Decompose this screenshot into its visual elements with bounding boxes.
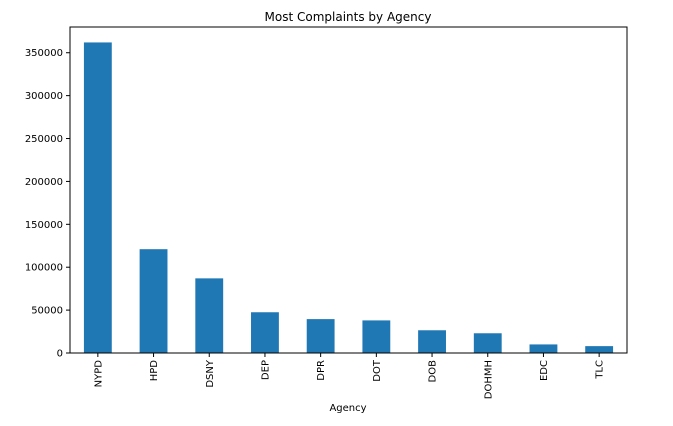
y-tick-label: 0 <box>57 349 63 360</box>
bar-dot <box>362 320 391 353</box>
bar-dsny <box>195 278 224 353</box>
y-tick-label: 300000 <box>25 91 63 102</box>
y-tick-label: 100000 <box>25 263 63 274</box>
bars-group <box>83 42 614 353</box>
x-tick-label: DEP <box>260 360 271 380</box>
bar-dep <box>251 312 279 353</box>
y-axis: 0 50000 100000 150000 200000 250000 300000 3500… <box>25 48 70 360</box>
plot-frame <box>69 26 628 354</box>
bar-edc <box>529 344 558 353</box>
y-tick-label: 200000 <box>25 177 63 188</box>
bar-dpr <box>306 319 335 353</box>
chart-title: Most Complaints by Agency <box>265 10 432 24</box>
bar-nypd <box>83 42 112 353</box>
x-tick-label: DSNY <box>205 359 216 388</box>
bar-dob <box>418 330 446 353</box>
y-tick-label: 150000 <box>25 220 63 231</box>
x-tick-label: DOB <box>428 360 439 383</box>
y-tick-label: 50000 <box>31 306 63 317</box>
x-axis-label: Agency <box>329 403 366 414</box>
x-tick-label: EDC <box>539 360 550 381</box>
x-tick-label: DPR <box>316 360 327 381</box>
x-tick-label: NYPD <box>93 360 104 388</box>
x-tick-label: DOT <box>372 359 383 382</box>
bar-tlc <box>585 346 614 353</box>
x-tick-label: HPD <box>149 360 160 382</box>
y-tick-label: 350000 <box>25 48 63 59</box>
bar-hpd <box>139 249 168 353</box>
bar-dohmh <box>473 333 502 353</box>
x-tick-label: DOHMH <box>483 360 494 399</box>
x-tick-label: TLC <box>595 360 606 380</box>
x-axis: NYPD HPD DSNY DEP DPR DOT DOB DOHMH EDC TLC <box>93 353 606 399</box>
y-tick-label: 250000 <box>25 134 63 145</box>
